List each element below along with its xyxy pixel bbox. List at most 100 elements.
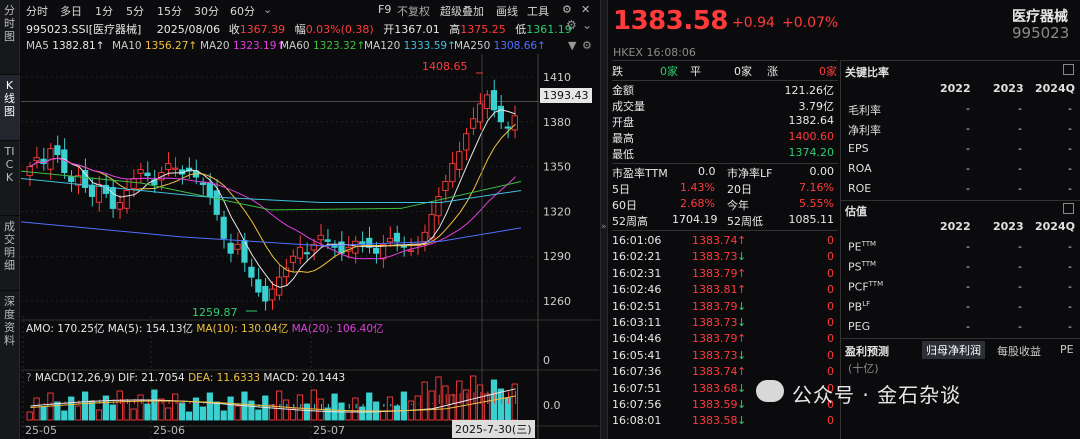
tab-intraday[interactable]: 分时图	[0, 0, 20, 74]
volume-bar	[366, 392, 373, 421]
candle-body	[511, 115, 518, 131]
divider	[840, 338, 1080, 339]
ratio-row-label: PEG	[848, 320, 871, 333]
panel-splitter[interactable]	[600, 0, 608, 439]
tools-button[interactable]: 工具	[527, 5, 549, 18]
expand-icon[interactable]	[1063, 64, 1074, 75]
close-icon[interactable]: ✕	[581, 3, 591, 16]
volume-bar	[199, 406, 207, 421]
collapse-arrow-icon[interactable]: »	[601, 222, 607, 232]
low-value: 1361.19	[526, 23, 572, 36]
header-chevron-icon[interactable]: ⌄	[582, 18, 593, 32]
close-label: 收	[228, 23, 240, 36]
empty-value: -	[1068, 260, 1072, 273]
expand-icon[interactable]	[1063, 203, 1074, 214]
empty-value: -	[1018, 260, 1022, 273]
price-tick-label: 1260	[543, 295, 571, 308]
candle-body	[172, 167, 179, 170]
empty-value: -	[966, 142, 970, 155]
tab-eps[interactable]: 每股收益	[997, 345, 1041, 358]
volume-axis-label: 0	[543, 354, 550, 367]
candle-body	[95, 184, 103, 203]
cursor-date-tag: 2025-7-30(三)	[452, 420, 535, 438]
kline-chart[interactable]: 1410 1380 1350 1320 1290 1260 25-05 25-06 25-07 0…	[21, 54, 599, 439]
arrow-down-icon: ↓	[737, 398, 747, 411]
empty-value: -	[966, 320, 970, 333]
x-tick-label: 25-06	[153, 424, 185, 437]
divider	[612, 80, 838, 81]
stat-row: 金额 121.26亿	[612, 84, 834, 97]
volume-bar	[276, 390, 283, 421]
overlay-button[interactable]: 超级叠加	[440, 5, 484, 18]
macd-params: MACD(12,26,9)	[34, 372, 115, 384]
macd-axis-label: 0.0	[543, 399, 561, 412]
candle-body	[255, 279, 262, 293]
volume-bar	[345, 411, 352, 421]
open-value: 1367.01	[394, 23, 440, 36]
macd-help-icon[interactable]: ?	[26, 372, 32, 384]
volume-bar	[172, 393, 179, 421]
tick-row: 16:01:06 1383.74 ↑ 0	[612, 234, 834, 247]
tab-net-profit[interactable]: 归母净利润	[922, 341, 985, 359]
open-label: 开	[383, 23, 395, 36]
candle-body	[137, 169, 144, 174]
period-60min[interactable]: 60分	[230, 5, 255, 18]
header-settings-icon[interactable]: ⚙	[566, 18, 577, 32]
symbol-name: 995023.SSI[医疗器械]	[26, 23, 142, 36]
candle-body	[296, 246, 304, 259]
empty-value: -	[1068, 102, 1072, 115]
instrument-name: 医疗器械	[1012, 9, 1068, 25]
ma-settings-icon[interactable]: ⚙	[582, 39, 592, 52]
draw-button[interactable]: 画线	[496, 5, 518, 18]
ma-collapse-icon[interactable]: ▼	[568, 39, 577, 52]
tick-row: 16:03:11 1383.73 ↓ 0	[612, 316, 834, 329]
f9-button[interactable]: F9	[378, 3, 392, 16]
macd-value-label: MACD: 20.1443	[263, 372, 346, 384]
settings-gear-icon[interactable]: ⚙	[562, 3, 572, 16]
candle-body	[504, 126, 511, 129]
adjust-dropdown[interactable]: 不复权	[397, 5, 430, 18]
candle-body	[262, 285, 269, 302]
close-value: 1367.39	[239, 23, 286, 36]
tab-trade-detail[interactable]: 成交明细	[0, 216, 20, 290]
ratio-row-label: PBLF	[848, 300, 871, 314]
period-1min[interactable]: 1分	[95, 5, 113, 18]
more-periods-chevron-icon[interactable]: ⌄	[263, 3, 273, 16]
divider	[840, 200, 1080, 201]
period-30min[interactable]: 30分	[194, 5, 219, 18]
volume-legend: AMO: 170.25亿 MA(5): 154.13亿 MA(10): 130.…	[26, 321, 384, 336]
high-value: 1375.25	[460, 23, 506, 36]
period-intraday[interactable]: 分时	[26, 5, 48, 18]
arrow-up-icon: ↑	[737, 266, 747, 280]
perf-row: 52周高 1704.19 52周低 1085.11	[612, 213, 834, 228]
period-15min[interactable]: 15分	[157, 5, 182, 18]
candle-body	[116, 202, 123, 210]
period-5min[interactable]: 5分	[126, 5, 144, 18]
empty-value: -	[1018, 102, 1022, 115]
tab-kline[interactable]: K线图	[0, 75, 20, 140]
exchange-time: HKEX 16:08:06	[613, 46, 696, 59]
tab-tick[interactable]: TICK	[0, 141, 20, 215]
candle-body	[379, 243, 387, 260]
ma60-line	[21, 170, 522, 211]
candle-body	[54, 145, 61, 156]
volume-bar	[116, 390, 123, 421]
volume-bar	[151, 389, 158, 421]
period-multiday[interactable]: 多日	[60, 5, 82, 18]
tick-row: 16:02:21 1383.73 ↓ 0	[612, 250, 834, 264]
tab-depth-data[interactable]: 深度资料	[0, 291, 20, 439]
tab-pe[interactable]: PE	[1060, 343, 1074, 356]
stat-row: 最低 1374.20	[612, 146, 834, 161]
ma120-line	[21, 178, 522, 203]
candle-body	[310, 243, 317, 251]
candle-body	[248, 266, 255, 278]
ma-line	[30, 157, 516, 260]
tick-row: 16:07:36 1383.74 ↑ 0	[612, 365, 834, 379]
price-tick-label: 1410	[543, 71, 571, 84]
candle-body	[483, 94, 491, 109]
volume-bar	[81, 391, 89, 421]
volume-bar	[220, 410, 227, 421]
candle-body	[206, 182, 213, 197]
empty-value: -	[1018, 122, 1022, 135]
